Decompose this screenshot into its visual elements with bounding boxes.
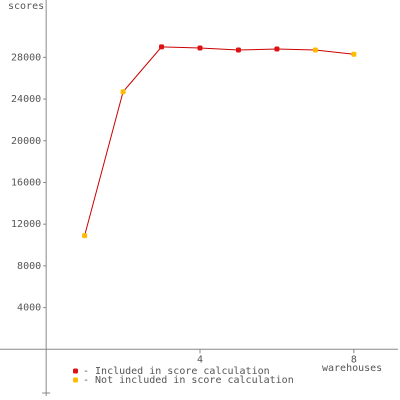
point	[351, 51, 357, 57]
x-tick-label: 4	[197, 354, 203, 365]
point	[235, 47, 241, 53]
point	[274, 46, 280, 52]
y-tick-label: 4000	[17, 303, 41, 314]
legend-label: - Not included in score calculation	[83, 375, 294, 386]
y-tick-label: 16000	[11, 177, 41, 188]
y-tick-label: 12000	[11, 219, 41, 230]
point	[197, 45, 203, 51]
legend-label: - Included in score calculation	[83, 366, 270, 377]
line	[84, 46, 354, 236]
legend-marker	[73, 368, 78, 374]
y-axis-label: scores	[8, 1, 44, 12]
x-tick-label: 8	[351, 354, 357, 365]
point	[82, 233, 88, 239]
x-axis-label: warehouses	[322, 363, 382, 374]
y-tick-label: 28000	[11, 52, 41, 63]
point	[120, 89, 126, 95]
point	[159, 44, 165, 50]
point	[312, 47, 318, 53]
y-tick-label: 24000	[11, 94, 41, 105]
legend-marker	[73, 377, 78, 383]
y-tick-label: 20000	[11, 136, 41, 147]
y-tick-label: 8000	[17, 261, 41, 272]
